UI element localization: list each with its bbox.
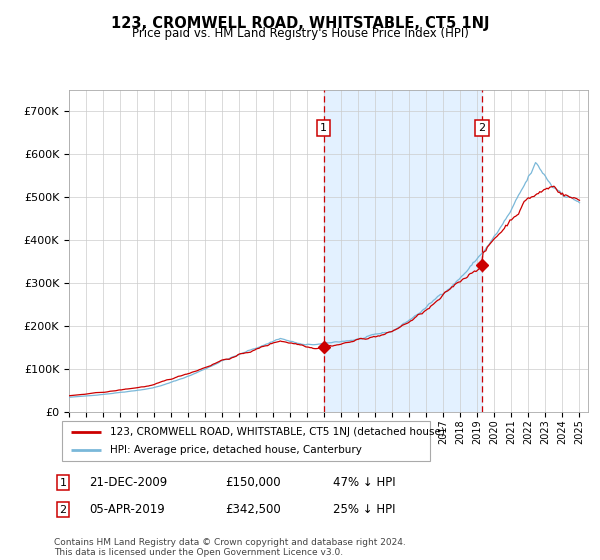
Text: £150,000: £150,000 xyxy=(225,476,281,489)
Text: £342,500: £342,500 xyxy=(225,503,281,516)
Bar xyxy=(324,90,482,412)
Text: 47% ↓ HPI: 47% ↓ HPI xyxy=(333,476,395,489)
Text: 123, CROMWELL ROAD, WHITSTABLE, CT5 1NJ (detached house): 123, CROMWELL ROAD, WHITSTABLE, CT5 1NJ … xyxy=(110,427,445,437)
Text: 1: 1 xyxy=(320,123,327,133)
Text: 1: 1 xyxy=(59,478,67,488)
Text: 21-DEC-2009: 21-DEC-2009 xyxy=(89,476,167,489)
Text: HPI: Average price, detached house, Canterbury: HPI: Average price, detached house, Cant… xyxy=(110,445,362,455)
Text: 2: 2 xyxy=(478,123,485,133)
Text: 05-APR-2019: 05-APR-2019 xyxy=(89,503,164,516)
Text: Price paid vs. HM Land Registry's House Price Index (HPI): Price paid vs. HM Land Registry's House … xyxy=(131,27,469,40)
Text: 123, CROMWELL ROAD, WHITSTABLE, CT5 1NJ: 123, CROMWELL ROAD, WHITSTABLE, CT5 1NJ xyxy=(111,16,489,31)
Text: 25% ↓ HPI: 25% ↓ HPI xyxy=(333,503,395,516)
FancyBboxPatch shape xyxy=(62,421,430,461)
Text: Contains HM Land Registry data © Crown copyright and database right 2024.
This d: Contains HM Land Registry data © Crown c… xyxy=(54,538,406,557)
Text: 2: 2 xyxy=(59,505,67,515)
